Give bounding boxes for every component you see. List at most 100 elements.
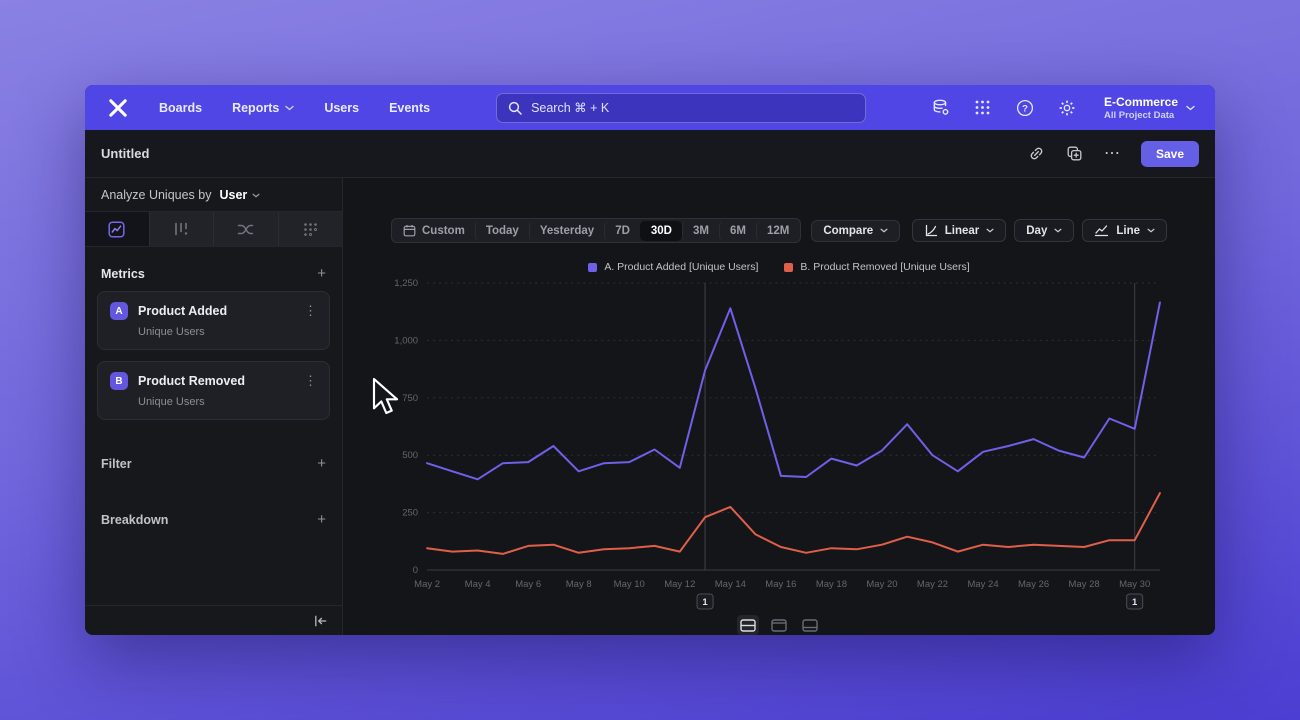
mixpanel-logo-icon[interactable] — [105, 96, 131, 120]
sidebar-footer — [85, 605, 342, 635]
nav-item-users[interactable]: Users — [324, 101, 359, 115]
granularity-dropdown[interactable]: Day — [1014, 219, 1075, 242]
range-custom-button[interactable]: Custom — [393, 220, 475, 241]
duplicate-icon[interactable] — [1066, 145, 1084, 163]
line-chart-icon — [1094, 224, 1109, 237]
analyze-row: Analyze Uniques by User — [85, 178, 342, 211]
metric-options-icon[interactable]: ⋮ — [304, 303, 317, 318]
data-management-icon[interactable] — [932, 99, 950, 117]
metric-row: A Product Added ⋮ — [110, 302, 317, 320]
add-filter-button[interactable]: + — [317, 455, 326, 472]
add-metric-button[interactable]: + — [317, 265, 326, 282]
metrics-list: A Product Added ⋮ Unique Users B Product Remo… — [85, 291, 342, 431]
settings-gear-icon[interactable] — [1058, 99, 1076, 117]
layout-table-only-button[interactable] — [799, 615, 821, 635]
svg-text:May 16: May 16 — [765, 579, 796, 590]
metrics-section-header: Metrics + — [85, 247, 342, 291]
report-header: Untitled — [85, 130, 1215, 178]
chart-type-dropdown[interactable]: Line — [1082, 219, 1167, 242]
svg-text:May 10: May 10 — [614, 579, 645, 590]
range-6m-button[interactable]: 6M — [718, 220, 756, 241]
project-selector[interactable]: E-Commerce All Project Data — [1104, 95, 1195, 121]
nav-menu: Boards Reports Users Events — [159, 101, 430, 115]
nav-item-reports[interactable]: Reports — [232, 101, 295, 115]
report-title[interactable]: Untitled — [101, 146, 150, 161]
project-name: E-Commerce — [1103, 94, 1178, 109]
svg-text:May 30: May 30 — [1119, 579, 1150, 590]
search-input[interactable]: Search ⌘ + K — [496, 92, 867, 123]
range-label: 12M — [766, 224, 790, 237]
top-nav: Boards Reports Users Events Search ⌘ + K — [85, 85, 1215, 130]
svg-text:May 12: May 12 — [664, 579, 695, 590]
layout-toggles — [343, 615, 1215, 635]
analysis-chart[interactable]: 0 250 500 750 1,000 1,250 May 2 May 4 May 6 May 8… — [343, 275, 1215, 613]
range-3m-button[interactable]: 3M — [682, 220, 719, 241]
metric-subtitle: Unique Users — [138, 326, 205, 338]
legend-swatch — [784, 262, 794, 272]
compare-button[interactable]: Compare — [811, 219, 901, 242]
svg-text:May 4: May 4 — [465, 579, 491, 590]
svg-text:May 20: May 20 — [866, 579, 897, 590]
metric-subtitle: Unique Users — [138, 396, 205, 408]
filter-title: Filter — [101, 457, 132, 471]
tab-funnels[interactable] — [148, 212, 214, 246]
tab-insights[interactable] — [85, 212, 149, 246]
app-window: Boards Reports Users Events Search ⌘ + K — [85, 85, 1215, 635]
range-7d-button[interactable]: 7D — [604, 220, 640, 241]
legend-item-a[interactable]: A. Product Added [Unique Users] — [588, 261, 758, 273]
svg-text:May 26: May 26 — [1018, 579, 1049, 590]
svg-text:May 6: May 6 — [515, 579, 541, 590]
filter-section-header: Filter + — [85, 431, 342, 481]
range-12m-button[interactable]: 12M — [755, 220, 799, 241]
nav-item-label: Events — [389, 100, 431, 115]
metric-options-icon[interactable]: ⋮ — [304, 373, 317, 388]
svg-text:1,000: 1,000 — [394, 335, 418, 346]
svg-text:May 28: May 28 — [1069, 579, 1100, 590]
copy-link-icon[interactable] — [1028, 145, 1046, 163]
svg-text:250: 250 — [402, 508, 418, 519]
more-options-icon[interactable]: ⋯ — [1103, 144, 1121, 162]
metric-card-b[interactable]: B Product Removed ⋮ Unique Users — [97, 361, 330, 420]
linear-scale-icon — [924, 224, 938, 237]
save-button[interactable]: Save — [1140, 140, 1199, 167]
report-actions: ⋯ Save — [1028, 140, 1199, 167]
metric-badge: B — [110, 372, 128, 390]
legend-swatch — [588, 262, 598, 272]
apps-grid-icon[interactable] — [974, 99, 992, 117]
layout-chart-only-button[interactable] — [768, 615, 790, 635]
breakdown-title: Breakdown — [101, 513, 169, 527]
svg-text:May 14: May 14 — [715, 579, 746, 590]
range-yesterday-button[interactable]: Yesterday — [528, 220, 604, 241]
svg-text:May 18: May 18 — [816, 579, 847, 590]
nav-right: ? E-Commerce All Project Data — [932, 95, 1195, 121]
legend-item-b[interactable]: B. Product Removed [Unique Users] — [784, 261, 970, 273]
scale-dropdown[interactable]: Linear — [911, 219, 1007, 242]
metric-name: Product Removed — [138, 374, 245, 388]
layout-split-view-button[interactable] — [737, 615, 759, 635]
help-icon[interactable]: ? — [1016, 99, 1034, 117]
range-30d-button[interactable]: 30D — [639, 220, 682, 241]
nav-item-label: Boards — [159, 100, 203, 115]
svg-text:1,250: 1,250 — [394, 278, 418, 289]
tab-retention[interactable] — [277, 212, 343, 246]
chart-display-controls: Linear Day — [911, 219, 1167, 242]
svg-text:0: 0 — [413, 565, 418, 576]
svg-text:500: 500 — [402, 450, 418, 461]
chart-panel: Custom Today Yesterday 7D 30D 3M 6M 12M Compare — [343, 178, 1215, 635]
analyze-entity-dropdown[interactable]: User — [219, 188, 260, 202]
metric-card-a[interactable]: A Product Added ⋮ Unique Users — [97, 291, 330, 350]
svg-text:May 8: May 8 — [566, 579, 592, 590]
add-breakdown-button[interactable]: + — [317, 511, 326, 528]
range-today-button[interactable]: Today — [474, 220, 529, 241]
collapse-sidebar-icon[interactable] — [313, 614, 328, 628]
svg-text:May 22: May 22 — [917, 579, 948, 590]
svg-text:?: ? — [1022, 103, 1028, 114]
nav-item-events[interactable]: Events — [389, 101, 430, 115]
range-label: Custom — [422, 224, 465, 237]
range-label: 30D — [650, 224, 672, 237]
nav-item-boards[interactable]: Boards — [159, 101, 202, 115]
breakdown-section-header: Breakdown + — [85, 481, 342, 537]
metric-badge: A — [110, 302, 128, 320]
legend-label: B. Product Removed [Unique Users] — [800, 261, 970, 273]
tab-flows[interactable] — [213, 212, 278, 246]
